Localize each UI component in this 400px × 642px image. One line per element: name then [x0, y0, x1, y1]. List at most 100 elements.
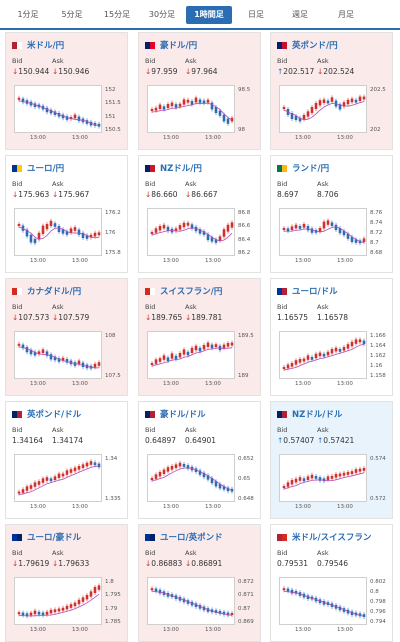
- y-tick-label: 0.802: [370, 579, 386, 585]
- tab-timeframe-1[interactable]: 1分足: [17, 10, 39, 19]
- candle-body: [342, 230, 346, 236]
- card-title-row: ユーロ/英ポンド: [145, 531, 223, 543]
- candle-body: [334, 474, 338, 478]
- candle-body: [210, 344, 214, 349]
- candle-body: [222, 114, 226, 122]
- y-tick-label: 8.68: [370, 250, 383, 256]
- candle-body: [81, 597, 85, 602]
- card-title-row: NZドル/円: [145, 162, 202, 174]
- ask-value: ↑0.57421: [317, 436, 354, 445]
- candle-body: [226, 118, 230, 124]
- rate-card[interactable]: 米ドル/スイスフラン Bid Ask 0.79531 0.79546 0.802 0.8 0.…: [270, 524, 393, 642]
- mini-chart: 108 107.5 13:00 13:00: [14, 331, 124, 391]
- rate-card[interactable]: 英ポンド/ドル Bid Ask 1.34164 1.34174 1.34 1.335 13:0…: [5, 401, 128, 519]
- arrow-down-icon: ↓: [185, 190, 192, 199]
- currency-pair-link[interactable]: ユーロ/英ポンド: [160, 533, 223, 543]
- x-tick-label: 13:00: [295, 627, 311, 633]
- candle-body: [29, 485, 33, 489]
- candle-body: [97, 232, 101, 236]
- candle-body: [65, 470, 69, 475]
- moving-average-line: [18, 465, 100, 495]
- moving-average-line: [18, 100, 100, 127]
- ask-value-text: 175.967: [58, 190, 90, 199]
- candle-body: [222, 344, 226, 349]
- candle-body: [338, 473, 342, 477]
- currency-flag-icon: [277, 533, 287, 541]
- y-tick-label: 1.166: [370, 333, 386, 339]
- currency-pair-link[interactable]: ユーロ/豪ドル: [27, 533, 82, 543]
- candle-body: [198, 347, 202, 352]
- bid-label: Bid: [12, 426, 23, 434]
- y-tick-label: 0.574: [370, 456, 386, 462]
- chart-plot-area: [147, 85, 235, 133]
- candle-body: [218, 611, 222, 614]
- candle-body: [41, 349, 45, 353]
- x-tick-label: 13:00: [337, 258, 353, 264]
- currency-flag-icon: [12, 287, 22, 295]
- currency-pair-link[interactable]: NZドル/ドル: [292, 410, 343, 420]
- tab-timeframe-7[interactable]: 週足: [292, 10, 308, 19]
- rate-card[interactable]: カナダドル/円 Bid Ask ↓107.573 ↓107.579 108 107.5 13:…: [5, 278, 128, 396]
- bid-value-text: 150.944: [18, 67, 50, 76]
- ask-label: Ask: [185, 549, 197, 557]
- rate-card[interactable]: 豪ドル/円 Bid Ask ↓97.959 ↓97.964 98.5 98 13:00 13:0…: [138, 32, 261, 150]
- bid-label: Bid: [277, 180, 288, 188]
- rate-card[interactable]: 豪ドル/ドル Bid Ask 0.64897 0.64901 0.652 0.65 0.648…: [138, 401, 261, 519]
- rate-card[interactable]: ランド/円 Bid Ask 8.697 8.706 8.76 8.74 8.72 8.7 8.68…: [270, 155, 393, 273]
- x-tick-label: 13:00: [72, 381, 88, 387]
- candle-body: [218, 236, 222, 241]
- chart-plot-area: [14, 85, 102, 133]
- bid-value-text: 1.79619: [18, 559, 50, 568]
- y-tick-label: 1.162: [370, 353, 386, 359]
- mini-chart: 1.34 1.335 13:00 13:00: [14, 454, 124, 514]
- currency-pair-link[interactable]: 豪ドル/ドル: [160, 410, 206, 420]
- tab-timeframe-5[interactable]: 1時間足: [186, 6, 232, 24]
- bid-value: 1.34164: [12, 436, 43, 445]
- rate-card[interactable]: ユーロ/豪ドル Bid Ask ↓1.79619 ↓1.79633 1.8 1.795 1.7…: [5, 524, 128, 642]
- rate-card[interactable]: 英ポンド/円 Bid Ask ↑202.517 ↓202.524 202.5 202 13:0…: [270, 32, 393, 150]
- rate-card[interactable]: ユーロ/英ポンド Bid Ask ↓0.86883 ↓0.86891 0.872 0.871…: [138, 524, 261, 642]
- candle-body: [302, 358, 306, 362]
- rate-card[interactable]: ユーロ/ドル Bid Ask 1.16575 1.16578 1.166 1.164 1.16…: [270, 278, 393, 396]
- ask-value-text: 202.524: [323, 67, 355, 76]
- currency-pair-link[interactable]: 英ポンド/円: [292, 41, 338, 51]
- y-tick-label: 189.5: [238, 333, 254, 339]
- currency-pair-link[interactable]: ランド/円: [292, 164, 330, 174]
- candle-body: [33, 238, 37, 244]
- y-tick-label: 86.2: [238, 250, 251, 256]
- rate-card[interactable]: 米ドル/円 Bid Ask ↓150.944 ↓150.946 152 151.5 151 15…: [5, 32, 128, 150]
- arrow-up-icon: ↑: [277, 67, 284, 76]
- candle-body: [170, 353, 174, 359]
- flag-left-half: [12, 41, 17, 49]
- tab-timeframe-8[interactable]: 月足: [338, 10, 354, 19]
- rate-card[interactable]: NZドル/ドル Bid Ask ↑0.57407 ↑0.57421 0.574 0.572 1…: [270, 401, 393, 519]
- currency-pair-link[interactable]: NZドル/円: [160, 164, 202, 174]
- x-tick-label: 13:00: [163, 135, 179, 141]
- candlestick-series: [282, 94, 366, 124]
- currency-pair-link[interactable]: 米ドル/スイスフラン: [292, 533, 372, 543]
- rate-card[interactable]: スイスフラン/円 Bid Ask ↓189.765 ↓189.781 189.5 189 13…: [138, 278, 261, 396]
- x-tick-label: 13:00: [337, 381, 353, 387]
- currency-pair-link[interactable]: 英ポンド/ドル: [27, 410, 82, 420]
- currency-pair-link[interactable]: ユーロ/円: [27, 164, 65, 174]
- currency-pair-link[interactable]: カナダドル/円: [27, 287, 82, 297]
- currency-pair-link[interactable]: 米ドル/円: [27, 41, 65, 51]
- tab-timeframe-6[interactable]: 日足: [248, 10, 264, 19]
- tab-timeframe-2[interactable]: 5分足: [61, 10, 83, 19]
- bid-label: Bid: [145, 180, 156, 188]
- flag-right-half: [150, 41, 155, 49]
- currency-pair-link[interactable]: ユーロ/ドル: [292, 287, 338, 297]
- currency-pair-link[interactable]: 豪ドル/円: [160, 41, 198, 51]
- mini-chart: 98.5 98 13:00 13:00: [147, 85, 257, 145]
- tab-timeframe-4[interactable]: 30分足: [148, 10, 176, 19]
- ask-value: 0.64901: [185, 436, 216, 445]
- arrow-down-icon: ↓: [145, 559, 152, 568]
- candle-body: [154, 474, 158, 479]
- ask-label: Ask: [317, 549, 329, 557]
- rate-card[interactable]: NZドル/円 Bid Ask ↓86.660 ↓86.667 86.8 86.6 86.4 86…: [138, 155, 261, 273]
- rate-card[interactable]: ユーロ/円 Bid Ask ↓175.963 ↓175.967 176.2 176 175.8…: [5, 155, 128, 273]
- currency-pair-link[interactable]: スイスフラン/円: [160, 287, 223, 297]
- tab-timeframe-3[interactable]: 15分足: [103, 10, 131, 19]
- candle-body: [186, 99, 190, 103]
- candle-body: [334, 224, 338, 230]
